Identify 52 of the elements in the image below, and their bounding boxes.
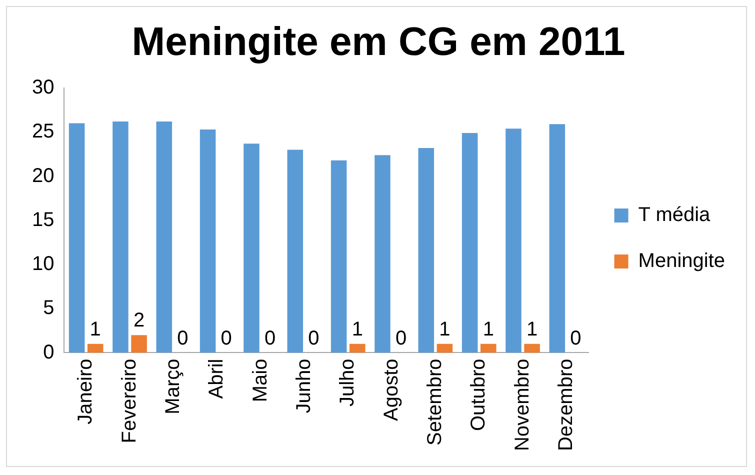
data-label: 0 [220, 327, 232, 350]
bar [374, 155, 390, 353]
bar [112, 122, 128, 353]
data-label: 1 [439, 318, 450, 340]
data-label: 1 [526, 318, 538, 340]
data-label: 0 [177, 327, 188, 350]
data-label: 0 [395, 327, 407, 350]
data-label: 2 [133, 310, 145, 332]
legend-label: T média [638, 204, 712, 226]
bar [244, 144, 260, 353]
data-label: 0 [264, 327, 276, 350]
x-tick-label: Dezembro [554, 358, 577, 452]
y-tick-label: 15 [32, 208, 54, 231]
bar [418, 148, 434, 353]
x-tick-label: Abril [206, 358, 228, 399]
data-label: 1 [482, 318, 494, 340]
bar [330, 160, 347, 353]
data-label: 0 [570, 327, 582, 350]
x-tick-label: Julho [336, 358, 359, 407]
x-tick-label: Novembro [511, 358, 534, 452]
x-tick-label: Janeiro [74, 358, 97, 424]
bar [156, 122, 172, 353]
data-label: 0 [308, 327, 320, 350]
bar [87, 344, 104, 353]
y-tick-label: 5 [43, 297, 54, 320]
bar [68, 123, 85, 353]
bar [287, 150, 304, 353]
x-tick-label: Setembro [424, 358, 446, 446]
y-tick-label: 30 [32, 76, 54, 99]
legend-label: Meningite [638, 250, 725, 272]
x-tick-label: Fevereiro [118, 358, 140, 444]
x-tick-label: Março [162, 358, 184, 414]
bar [349, 344, 366, 353]
x-tick-label: Junho [292, 358, 315, 414]
bar [131, 335, 147, 353]
y-tick-label: 25 [32, 120, 54, 143]
data-label: 1 [352, 318, 363, 340]
bar [506, 128, 522, 353]
bar [480, 344, 496, 353]
bar [436, 344, 453, 353]
chart-title: Meningite em CG em 2011 [132, 20, 626, 64]
bar [524, 344, 540, 353]
x-tick-label: Agosto [380, 358, 402, 422]
bar [549, 124, 566, 353]
x-tick-label: Maio [249, 358, 272, 402]
y-tick-label: 10 [32, 253, 54, 276]
bar [200, 129, 216, 353]
x-tick-label: Outubro [468, 358, 490, 432]
y-tick-label: 20 [32, 164, 54, 187]
bar [462, 133, 478, 353]
data-label: 1 [90, 318, 101, 340]
y-tick-label: 0 [43, 341, 54, 364]
